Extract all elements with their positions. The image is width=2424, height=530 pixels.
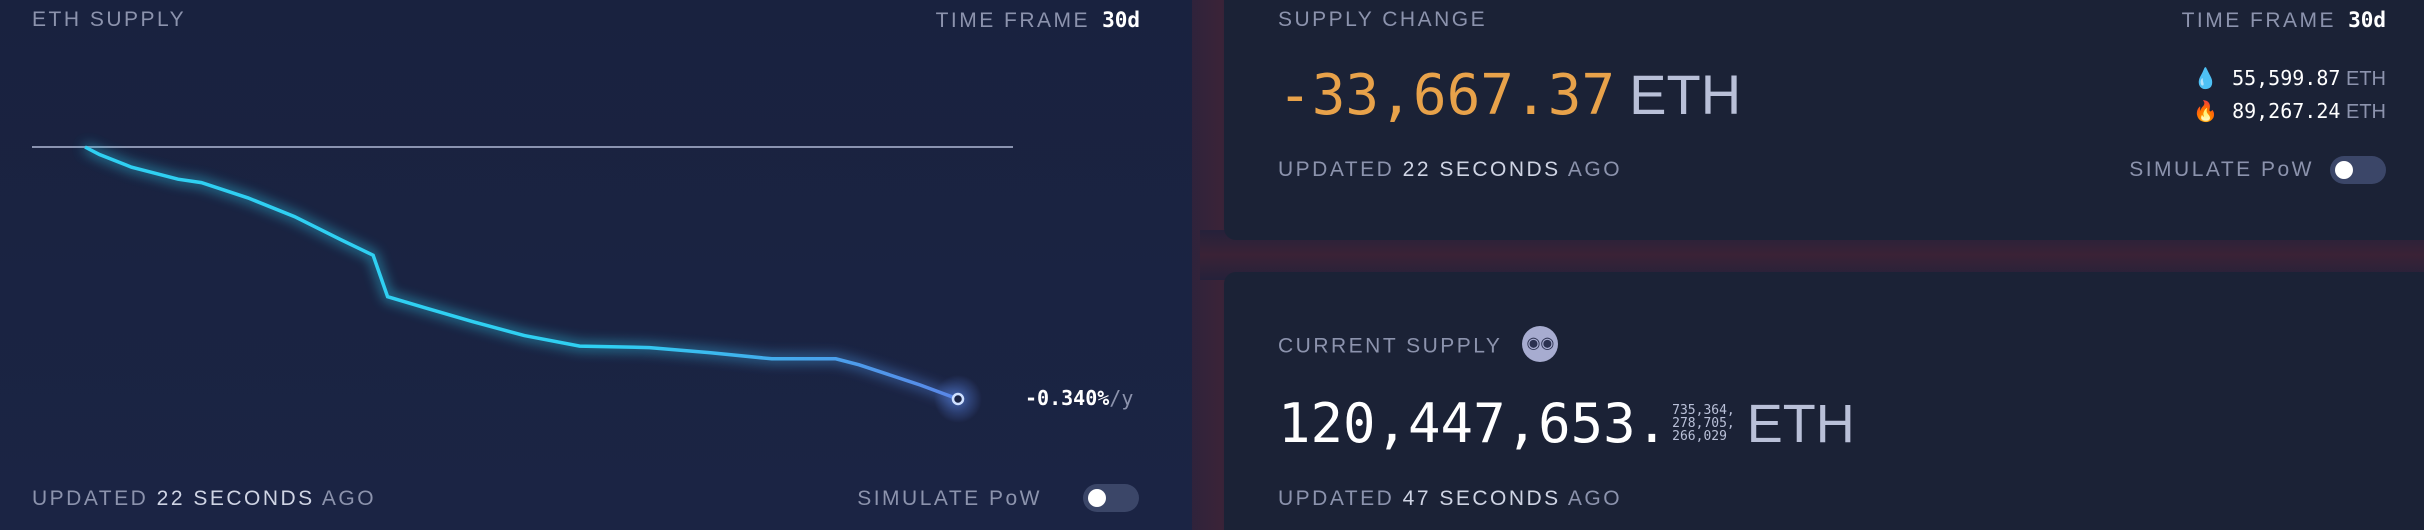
supply-fraction: 735,364, 278,705, 266,029 <box>1672 404 1735 443</box>
supply-integer: 120,447,653 <box>1278 392 1636 455</box>
time-frame-value: 30d <box>2348 8 2386 32</box>
rate-value: -0.340% <box>1025 386 1110 410</box>
supply-change-card: SUPPLY CHANGE TIME FRAME 30d -33,667.37 ET… <box>1224 0 2424 240</box>
updated-prefix: UPDATED <box>32 487 149 510</box>
issuance-burn-breakdown: 💧 55,599.87 ETH 🔥 89,267.24 ETH <box>2193 62 2386 128</box>
current-supply-card: CURRENT SUPPLY ◉◉ 120,447,653 . 735,364,… <box>1224 272 2424 530</box>
fraction-line: 735,364, <box>1672 403 1735 418</box>
updated-suffix: AGO <box>321 487 377 510</box>
updated-value: 22 SECONDS <box>156 487 315 510</box>
end-point-marker <box>951 392 965 406</box>
updated-suffix: AGO <box>1567 158 1623 181</box>
burned-row: 🔥 89,267.24 ETH <box>2193 95 2386 128</box>
supply-change-unit: ETH <box>1629 63 1742 126</box>
time-frame-label: TIME FRAME <box>2181 9 2337 32</box>
fraction-line: 278,705, <box>1672 416 1735 431</box>
card-title: ETH SUPPLY <box>32 8 187 31</box>
simulate-pow-toggle[interactable] <box>1083 484 1139 512</box>
water-drop-icon: 💧 <box>2193 68 2219 90</box>
time-frame-label: TIME FRAME <box>935 9 1091 32</box>
simulate-pow-label: SIMULATE PoW <box>857 487 1042 510</box>
card-title-text: CURRENT SUPPLY <box>1278 334 1503 358</box>
updated-status: UPDATED 47 SECONDS AGO <box>1278 487 1622 511</box>
supply-chart <box>32 143 1013 423</box>
updated-value: 47 SECONDS <box>1402 487 1561 510</box>
current-supply-value: 120,447,653 . 735,364, 278,705, 266,029 … <box>1278 392 1855 455</box>
rate-label: -0.340%/y <box>1025 386 1133 410</box>
supply-unit: ETH <box>1746 393 1855 454</box>
simulate-pow-toggle[interactable] <box>2330 156 2386 184</box>
issued-row: 💧 55,599.87 ETH <box>2193 62 2386 95</box>
fraction-line: 266,029 <box>1672 429 1727 444</box>
issued-value: 55,599.87 <box>2232 66 2341 90</box>
updated-prefix: UPDATED <box>1278 158 1395 181</box>
burned-value: 89,267.24 <box>2232 99 2341 123</box>
updated-status: UPDATED 22 SECONDS AGO <box>1278 158 1622 182</box>
updated-prefix: UPDATED <box>1278 487 1395 510</box>
updated-status: UPDATED 22 SECONDS AGO <box>32 487 376 511</box>
supply-change-value: -33,667.37 ETH <box>1278 62 1741 128</box>
updated-value: 22 SECONDS <box>1402 158 1561 181</box>
time-frame-selector[interactable]: TIME FRAME 30d <box>2182 8 2386 33</box>
issued-unit: ETH <box>2346 68 2386 90</box>
burned-unit: ETH <box>2346 101 2386 123</box>
eth-supply-card: ETH SUPPLY TIME FRAME 30d -0.340%/y UPDAT… <box>0 0 1192 530</box>
series-line-glow <box>83 143 960 403</box>
series-line <box>84 145 959 401</box>
simulate-pow-label: SIMULATE PoW <box>2129 158 2314 181</box>
card-title: SUPPLY CHANGE <box>1278 8 1488 31</box>
updated-suffix: AGO <box>1567 487 1623 510</box>
time-frame-selector[interactable]: TIME FRAME 30d <box>936 8 1140 33</box>
nerd-face-icon: ◉◉ <box>1522 326 1559 362</box>
fire-icon: 🔥 <box>2193 101 2219 123</box>
supply-change-amount: -33,667.37 <box>1278 63 1616 128</box>
rate-unit: /y <box>1109 386 1134 410</box>
time-frame-value: 30d <box>1102 8 1140 32</box>
decimal-separator: . <box>1635 392 1669 455</box>
card-title: CURRENT SUPPLY ◉◉ <box>1278 326 1559 365</box>
